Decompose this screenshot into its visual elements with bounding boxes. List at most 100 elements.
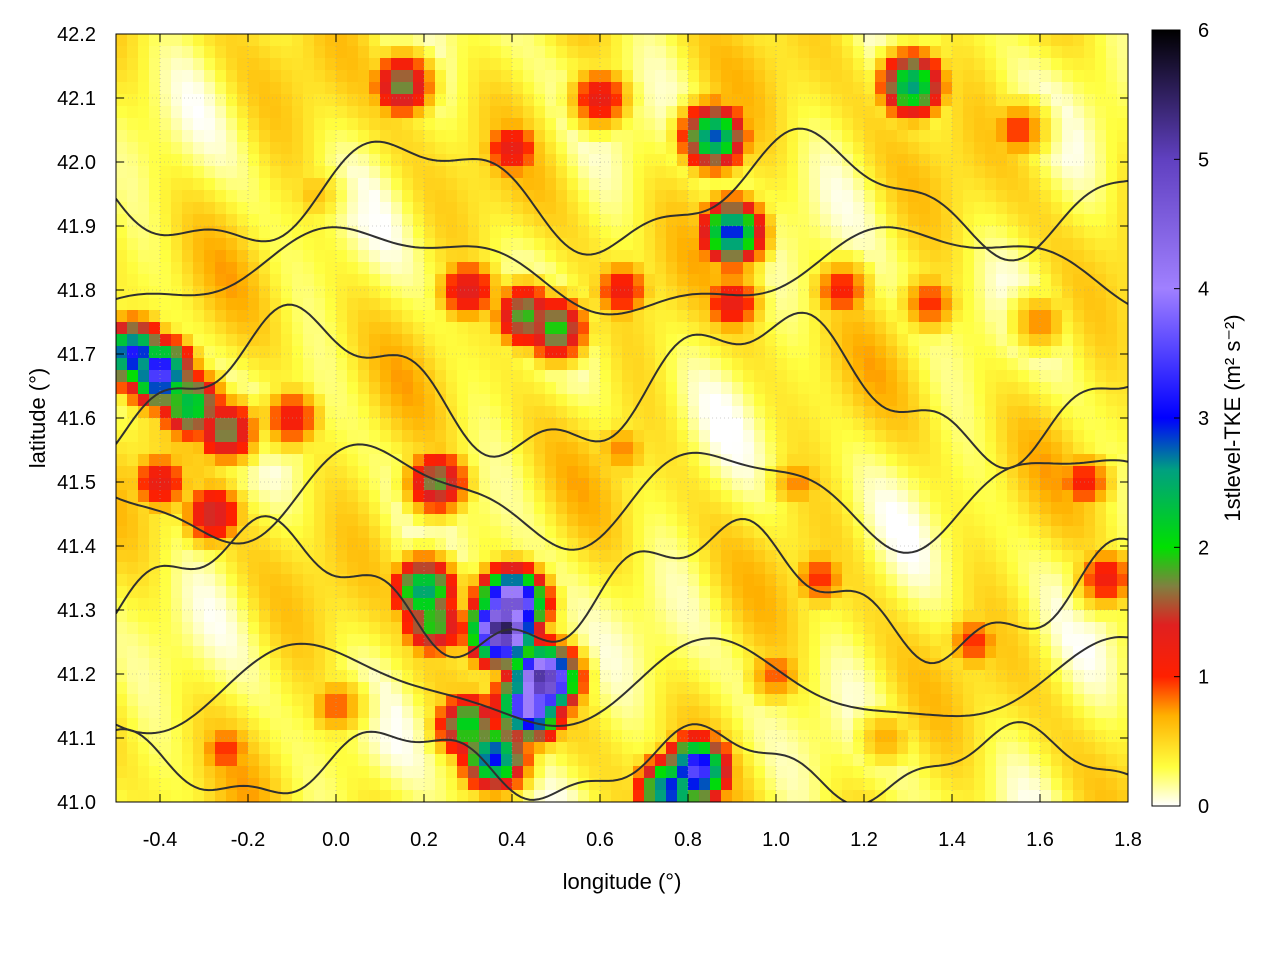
heat-cell <box>1018 430 1030 443</box>
heat-cell <box>457 610 469 623</box>
heat-cell <box>996 58 1008 71</box>
heat-cell <box>270 166 282 179</box>
heat-cell <box>182 130 194 143</box>
heat-cell <box>699 310 711 323</box>
heat-cell <box>149 166 161 179</box>
heat-cell <box>556 466 568 479</box>
heat-cell <box>556 178 568 191</box>
heat-cell <box>149 250 161 263</box>
heat-cell <box>523 358 535 371</box>
heat-cell <box>523 634 535 647</box>
heat-cell <box>1073 178 1085 191</box>
heat-cell <box>743 562 755 575</box>
heat-cell <box>479 358 491 371</box>
heat-cell <box>380 70 392 83</box>
heat-cell <box>490 646 502 659</box>
heat-cell <box>655 478 667 491</box>
heat-cell <box>182 610 194 623</box>
heat-cell <box>655 562 667 575</box>
heat-cell <box>347 166 359 179</box>
heat-cell <box>622 586 634 599</box>
heat-cell <box>578 262 590 275</box>
heat-cell <box>699 514 711 527</box>
heat-cell <box>776 166 788 179</box>
heat-cell <box>974 274 986 287</box>
heat-cell <box>237 406 249 419</box>
heat-cell <box>1106 82 1118 95</box>
heat-cell <box>248 682 260 695</box>
heat-cell <box>215 130 227 143</box>
heat-cell <box>798 598 810 611</box>
heat-cell <box>721 70 733 83</box>
heat-cell <box>842 406 854 419</box>
heat-cell <box>1095 238 1107 251</box>
heat-cell <box>391 394 403 407</box>
heat-cell <box>138 118 150 131</box>
heat-cell <box>237 682 249 695</box>
heat-cell <box>446 46 458 59</box>
heat-cell <box>435 142 447 155</box>
heat-cell <box>193 586 205 599</box>
heat-cell <box>996 238 1008 251</box>
heat-cell <box>809 370 821 383</box>
heat-cell <box>930 394 942 407</box>
heat-cell <box>292 454 304 467</box>
heat-cell <box>545 598 557 611</box>
heat-cell <box>578 214 590 227</box>
heat-cell <box>644 310 656 323</box>
heat-cell <box>490 610 502 623</box>
heat-cell <box>215 370 227 383</box>
heat-cell <box>842 346 854 359</box>
heat-cell <box>1117 394 1128 407</box>
heat-cell <box>457 598 469 611</box>
heat-cell <box>655 310 667 323</box>
heat-cell <box>380 142 392 155</box>
heat-cell <box>182 406 194 419</box>
heat-cell <box>391 298 403 311</box>
heat-cell <box>523 406 535 419</box>
heat-cell <box>776 514 788 527</box>
heat-cell <box>589 82 601 95</box>
heat-cell <box>281 646 293 659</box>
heat-cell <box>226 394 238 407</box>
heat-cell <box>413 382 425 395</box>
heat-cell <box>919 586 931 599</box>
heat-cell <box>941 34 953 47</box>
heat-cell <box>512 430 524 443</box>
heat-cell <box>941 166 953 179</box>
heat-cell <box>347 502 359 515</box>
heat-cell <box>1018 274 1030 287</box>
heat-cell <box>314 70 326 83</box>
heat-cell <box>666 562 678 575</box>
heat-cell <box>237 538 249 551</box>
heat-cell <box>1040 310 1052 323</box>
heat-cell <box>325 322 337 335</box>
heat-cell <box>809 358 821 371</box>
heat-cell <box>578 274 590 287</box>
heat-cell <box>1062 130 1074 143</box>
heat-cell <box>1073 34 1085 47</box>
heat-cell <box>1040 478 1052 491</box>
heat-cell <box>1051 394 1063 407</box>
heat-cell <box>754 166 766 179</box>
heat-cell <box>336 454 348 467</box>
heat-cell <box>710 514 722 527</box>
heat-cell <box>864 574 876 587</box>
heat-cell <box>644 490 656 503</box>
heat-cell <box>567 562 579 575</box>
heat-cell <box>204 214 216 227</box>
heat-cell <box>985 334 997 347</box>
heat-cell <box>556 106 568 119</box>
heat-cell <box>270 634 282 647</box>
heat-cell <box>589 418 601 431</box>
heat-cell <box>1018 586 1030 599</box>
heat-cell <box>182 202 194 215</box>
heat-cell <box>1062 502 1074 515</box>
heat-cell <box>743 418 755 431</box>
heat-cell <box>622 442 634 455</box>
heat-cell <box>479 670 491 683</box>
heat-cell <box>1106 346 1118 359</box>
heat-cell <box>534 490 546 503</box>
heat-cell <box>391 442 403 455</box>
heat-cell <box>259 166 271 179</box>
